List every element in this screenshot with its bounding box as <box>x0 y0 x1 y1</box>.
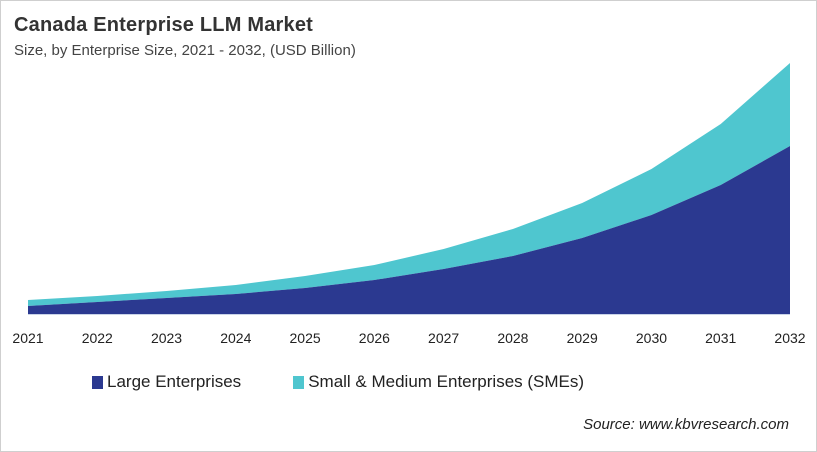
legend-swatch-large <box>92 375 103 389</box>
x-tick-label: 2022 <box>82 330 113 346</box>
x-tick-label: 2029 <box>567 330 598 346</box>
legend: Large Enterprises Small & Medium Enterpr… <box>92 372 584 392</box>
x-tick-label: 2026 <box>359 330 390 346</box>
x-tick-label: 2023 <box>151 330 182 346</box>
source-note: Source: www.kbvresearch.com <box>583 416 789 433</box>
legend-label-large: Large Enterprises <box>107 372 242 391</box>
x-tick-label: 2025 <box>290 330 321 346</box>
legend-swatch-smes <box>293 375 305 389</box>
x-tick-label: 2030 <box>636 330 667 346</box>
x-tick-label: 2027 <box>428 330 459 346</box>
legend-item-smes: Small & Medium Enterprises (SMEs) <box>293 372 584 392</box>
x-tick-label: 2024 <box>220 330 251 346</box>
x-tick-label: 2032 <box>774 330 805 346</box>
chart-subtitle: Size, by Enterprise Size, 2021 - 2032, (… <box>14 42 356 59</box>
legend-label-smes: Small & Medium Enterprises (SMEs) <box>308 372 585 391</box>
x-tick-label: 2021 <box>12 330 43 346</box>
legend-item-large: Large Enterprises <box>92 372 241 392</box>
x-tick-label: 2031 <box>705 330 736 346</box>
chart-title: Canada Enterprise LLM Market <box>14 14 314 36</box>
area-series-1 <box>28 63 790 306</box>
area-series-0 <box>28 146 790 314</box>
x-tick-label: 2028 <box>497 330 528 346</box>
